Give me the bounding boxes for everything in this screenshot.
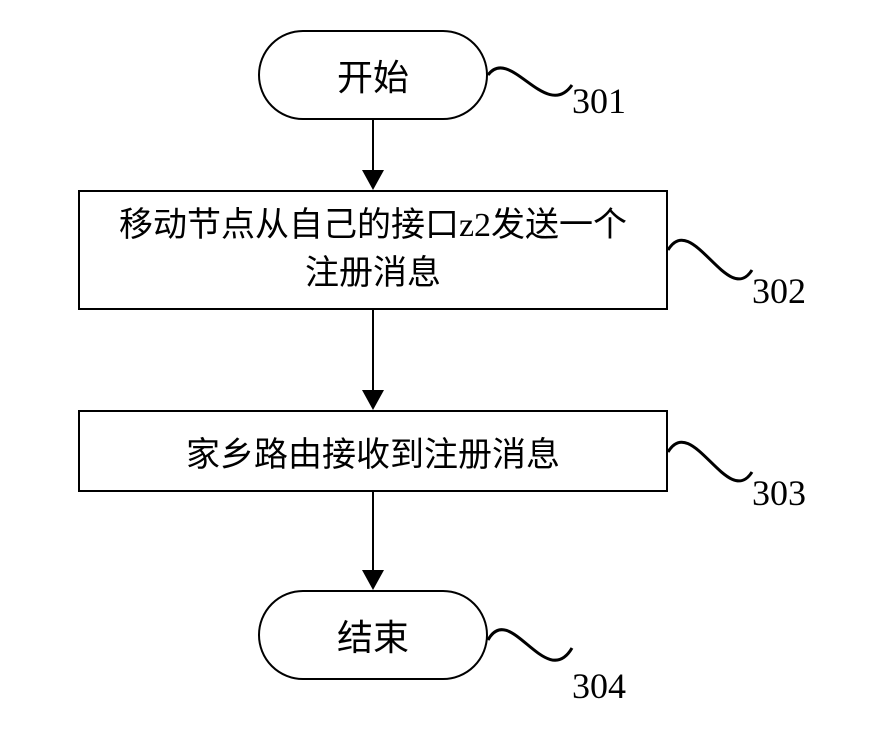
flow-start: 开始: [258, 30, 488, 120]
ref-label-301: 301: [572, 80, 626, 122]
flow-end-text: 结束: [337, 609, 409, 661]
flow-step-1-line2: 注册消息: [305, 250, 441, 298]
flow-step-1: 移动节点从自己的接口z2发送一个 注册消息: [78, 190, 668, 310]
ref-label-303: 303: [752, 472, 806, 514]
ref-label-304: 304: [572, 665, 626, 707]
flow-step-1-line1: 移动节点从自己的接口z2发送一个: [119, 202, 627, 250]
flow-step-2-text: 家乡路由接收到注册消息: [186, 427, 560, 476]
ref-label-302: 302: [752, 270, 806, 312]
flow-end: 结束: [258, 590, 488, 680]
flow-start-text: 开始: [337, 49, 409, 101]
flow-step-2: 家乡路由接收到注册消息: [78, 410, 668, 492]
